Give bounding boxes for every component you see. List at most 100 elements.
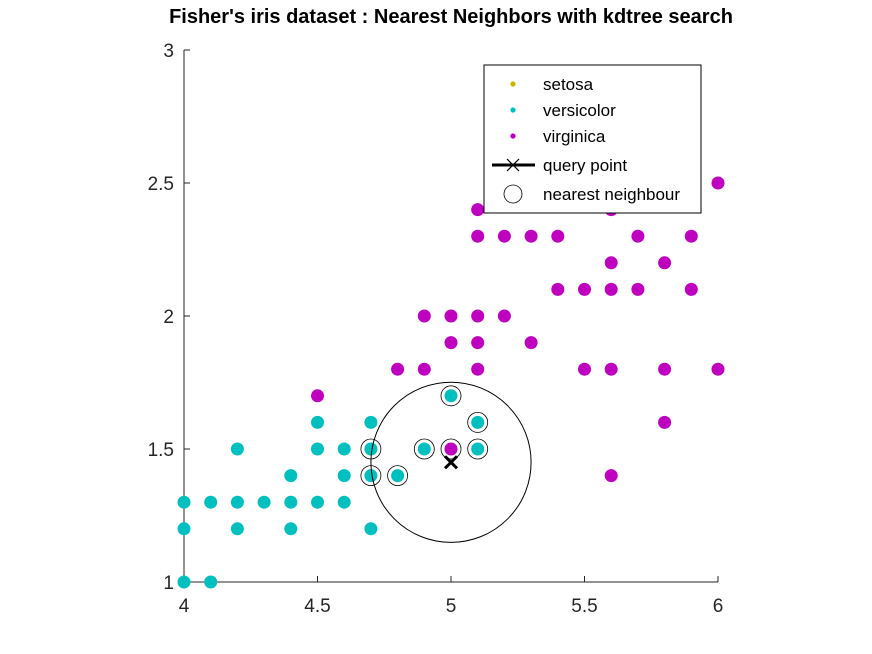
search-radius-circle	[370, 381, 532, 543]
point-versicolor	[230, 495, 244, 509]
point-versicolor	[364, 415, 378, 429]
point-versicolor	[177, 575, 191, 589]
point-virginica	[417, 362, 431, 376]
query-point-stroke	[443, 455, 459, 470]
y-tick-label: 2	[163, 307, 174, 328]
nearest-neighbour-ring	[387, 465, 409, 487]
point-virginica	[444, 336, 458, 350]
point-virginica	[471, 229, 485, 243]
legend-label: virginica	[543, 127, 606, 146]
nearest-neighbour-ring	[413, 438, 435, 460]
point-versicolor	[364, 522, 378, 536]
point-virginica	[471, 336, 485, 350]
point-virginica	[524, 336, 538, 350]
legend-label: query point	[543, 156, 627, 175]
point-virginica	[578, 362, 591, 376]
legend-entry: setosa	[510, 75, 594, 94]
axes: 4 4.5 5 5.5 6 1 1.5 2 2.5 3	[148, 41, 724, 617]
point-versicolor	[284, 495, 298, 509]
point-virginica	[551, 229, 565, 243]
point-versicolor	[311, 415, 324, 429]
x-tick-label: 6	[713, 596, 724, 617]
point-versicolor	[337, 442, 351, 456]
point-virginica	[604, 469, 618, 483]
point-virginica	[711, 362, 725, 376]
point-virginica	[497, 229, 511, 243]
x-tick-label: 4	[179, 596, 190, 617]
point-virginica	[471, 203, 485, 217]
chart-title: Fisher's iris dataset : Nearest Neighbor…	[169, 6, 733, 28]
point-virginica	[524, 229, 538, 243]
point-virginica	[684, 229, 698, 243]
point-virginica	[444, 442, 458, 456]
point-virginica	[578, 282, 591, 296]
point-versicolor	[471, 442, 485, 456]
point-versicolor	[284, 469, 298, 483]
point-virginica	[604, 256, 618, 270]
point-versicolor	[204, 575, 218, 589]
legend-marker	[503, 184, 523, 204]
point-virginica	[471, 362, 485, 376]
legend-entry: nearest neighbour	[503, 184, 680, 204]
nearest-neighbour-ring	[467, 438, 489, 460]
point-versicolor	[311, 495, 324, 509]
point-versicolor	[391, 469, 405, 483]
point-versicolor	[364, 442, 378, 456]
point-versicolor	[257, 495, 271, 509]
nearest-neighbour-ring	[467, 411, 489, 433]
x-tick-label: 5	[446, 596, 457, 617]
point-virginica	[604, 282, 618, 296]
point-versicolor	[284, 522, 298, 536]
legend: setosa versicolor virginica query point near…	[483, 64, 702, 214]
data-points	[177, 176, 725, 589]
point-versicolor	[337, 469, 351, 483]
legend-marker	[506, 158, 520, 172]
nearest-neighbour-ring	[440, 438, 462, 460]
neighbour-overlay	[360, 381, 532, 543]
point-virginica	[471, 309, 485, 323]
point-versicolor	[177, 495, 191, 509]
y-tick-label: 3	[163, 41, 174, 62]
point-virginica	[658, 415, 672, 429]
nearest-neighbour-ring	[360, 465, 382, 487]
legend-entry: versicolor	[510, 101, 616, 120]
legend-entry: virginica	[510, 127, 606, 146]
point-virginica	[631, 229, 645, 243]
y-tick-label: 1	[163, 573, 174, 594]
point-virginica	[551, 282, 565, 296]
point-virginica	[684, 282, 698, 296]
point-virginica	[631, 282, 645, 296]
legend-entry: query point	[492, 156, 627, 175]
query-point	[443, 455, 459, 470]
legend-label: versicolor	[543, 101, 616, 120]
point-virginica	[604, 362, 618, 376]
point-versicolor	[444, 389, 458, 403]
point-virginica	[391, 362, 405, 376]
y-tick-label: 1.5	[148, 440, 174, 461]
point-versicolor	[337, 495, 351, 509]
legend-label: setosa	[543, 75, 594, 94]
point-versicolor	[471, 415, 485, 429]
legend-marker	[510, 107, 516, 113]
y-tick-label: 2.5	[148, 174, 174, 195]
point-versicolor	[177, 522, 191, 536]
point-virginica	[311, 389, 324, 403]
legend-marker	[510, 81, 516, 87]
point-virginica	[711, 176, 725, 190]
point-versicolor	[311, 442, 324, 456]
x-tick-label: 5.5	[571, 596, 597, 617]
point-virginica	[658, 256, 672, 270]
point-versicolor	[417, 442, 431, 456]
point-versicolor	[364, 469, 378, 483]
point-versicolor	[204, 495, 218, 509]
nearest-neighbour-ring	[360, 438, 382, 460]
point-versicolor	[230, 522, 244, 536]
point-virginica	[417, 309, 431, 323]
point-virginica	[444, 309, 458, 323]
point-versicolor	[230, 442, 244, 456]
x-tick-label: 4.5	[304, 596, 330, 617]
point-virginica	[497, 309, 511, 323]
legend-marker	[510, 133, 516, 139]
legend-label: nearest neighbour	[543, 185, 680, 204]
